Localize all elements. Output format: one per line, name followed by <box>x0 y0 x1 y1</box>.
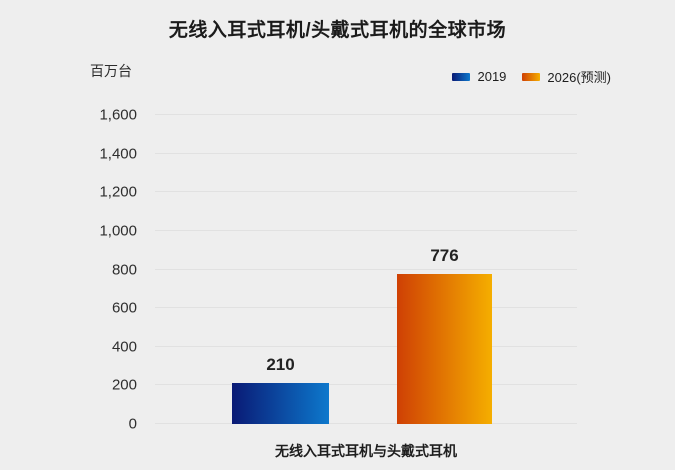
gridline <box>155 152 577 154</box>
y-axis-tick-label: 1,000 <box>99 222 137 240</box>
y-axis-tick-label: 400 <box>111 338 137 356</box>
bar-2026 <box>397 274 492 424</box>
gridline <box>155 384 577 386</box>
chart-title: 无线入耳式耳机/头戴式耳机的全球市场 <box>168 20 507 41</box>
gridline <box>155 307 577 309</box>
bar-value-label-2026: 776 <box>430 246 459 266</box>
y-axis-tick-label: 0 <box>128 415 137 433</box>
y-axis-tick-label: 1,200 <box>99 183 137 201</box>
y-axis-tick-label: 1,600 <box>99 106 137 124</box>
y-axis-tick-label: 600 <box>111 299 137 317</box>
gridline <box>155 229 577 231</box>
y-axis-tick-label: 200 <box>111 376 137 394</box>
legend-item-2019: 2019 <box>452 69 506 84</box>
gridline <box>155 345 577 347</box>
y-axis-tick-label: 800 <box>111 261 137 278</box>
y-axis-unit-label: 百万台 <box>90 63 132 79</box>
plot-area: 210 776 <box>155 114 577 424</box>
legend-label-2026: 2026(预测) <box>547 70 611 85</box>
bar-group-2026: 776 <box>397 115 492 424</box>
legend-swatch-2026 <box>522 72 541 81</box>
gridline <box>155 423 577 424</box>
legend-item-2026: 2026(预测) <box>522 67 611 86</box>
gridline <box>155 268 577 270</box>
legend-label-2019: 2019 <box>477 69 507 84</box>
gridline <box>155 191 577 193</box>
y-axis-ticks: 0 200 400 600 800 1,000 1,200 1,400 1,600 <box>55 107 137 433</box>
gridline <box>155 114 577 115</box>
x-category-label: 无线入耳式耳机与头戴式耳机 <box>275 443 457 459</box>
y-axis-tick-label: 1,400 <box>99 145 137 163</box>
bar-2019 <box>232 383 329 424</box>
bar-value-label-2019: 210 <box>266 355 295 375</box>
bar-group-2019: 210 <box>232 115 329 424</box>
legend: 2019 2026(预测) <box>452 67 611 86</box>
legend-swatch-2019 <box>452 72 471 81</box>
